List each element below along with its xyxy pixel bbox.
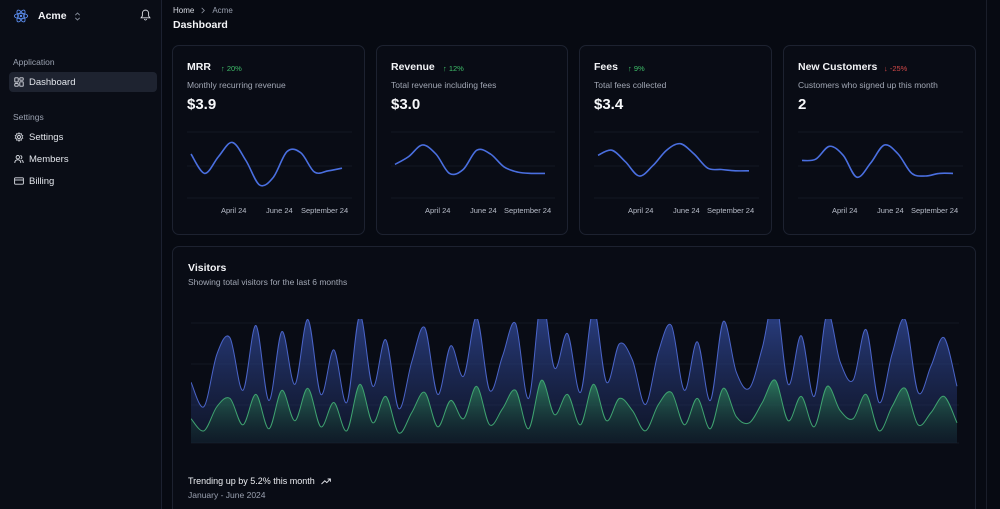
card-value: $3.9 [187,96,217,113]
change-value: 20% [226,64,242,73]
users-icon [14,155,24,164]
revenue-sparkline [391,131,555,199]
sidebar-item-settings[interactable]: Settings [9,127,157,147]
series-line [190,141,343,187]
sidebar-item-label: Settings [29,131,64,143]
trending-up-icon [320,478,331,484]
card-title: MRR [187,61,211,73]
x-tick-label: September 24 [911,206,959,215]
page-edge-divider [986,0,987,509]
credit-card-icon [14,177,24,185]
sidebar-item-label: Dashboard [29,76,76,88]
new-customers-sparkline [798,131,963,199]
change-badge: ↑ 20% [221,64,242,73]
page-title: Dashboard [173,19,228,31]
x-tick-label: April 24 [832,206,858,215]
change-badge: ↑ 9% [628,64,645,73]
fees-sparkline [594,131,759,199]
card-description: Total fees collected [594,80,667,90]
sidebar-item-label: Billing [29,175,55,187]
sidebar-item-billing[interactable]: Billing [9,171,157,191]
series-line [394,144,546,176]
chevron-right-icon [201,7,206,14]
new-customers-card: New Customers ↓ -25% Customers who signe… [783,45,976,235]
change-value: 9% [633,64,645,73]
visitors-card: Visitors Showing total visitors for the … [172,246,976,509]
section-label-application: Application [13,57,55,67]
visitors-area-chart [191,319,959,444]
gear-icon [14,132,24,142]
change-value: 12% [448,64,464,73]
change-badge: ↓ -25% [884,64,908,73]
fees-card: Fees ↑ 9% Total fees collected $3.4 Apri… [579,45,772,235]
series-line [801,143,954,179]
bell-icon[interactable] [140,9,151,21]
card-title: New Customers [798,61,878,73]
x-tick-label: April 24 [425,206,451,215]
card-value: $3.0 [391,96,421,113]
brand-name: Acme [38,10,67,22]
card-title: Revenue [391,61,435,73]
change-badge: ↑ 12% [443,64,464,73]
trend-summary: Trending up by 5.2% this month [188,476,331,486]
x-tick-label: September 24 [301,206,349,215]
line-mobile [191,379,958,434]
card-value: $3.4 [594,96,624,113]
x-tick-label: September 24 [707,206,755,215]
sidebar-item-members[interactable]: Members [9,149,157,169]
x-tick-label: April 24 [628,206,654,215]
x-tick-label: June 24 [266,206,293,215]
card-description: Total revenue including fees [391,80,497,90]
x-tick-label: April 24 [221,206,247,215]
card-description: Showing total visitors for the last 6 mo… [188,277,348,287]
mrr-card: MRR ↑ 20% Monthly recurring revenue $3.9… [172,45,365,235]
date-range: January - June 2024 [188,490,266,500]
x-tick-label: June 24 [877,206,904,215]
revenue-card: Revenue ↑ 12% Total revenue including fe… [376,45,568,235]
card-description: Monthly recurring revenue [187,80,286,90]
dashboard-icon [14,77,24,87]
breadcrumb: Home Acme [173,6,233,15]
sidebar: Acme Application Dashboard Settings Sett… [0,0,162,509]
card-description: Customers who signed up this month [798,80,938,90]
react-logo-icon [13,9,29,23]
x-tick-label: September 24 [504,206,552,215]
chevron-up-down-icon [74,11,80,21]
x-tick-label: June 24 [673,206,700,215]
x-tick-label: June 24 [470,206,497,215]
card-title: Fees [594,61,618,73]
sidebar-item-dashboard[interactable]: Dashboard [9,72,157,92]
team-switcher[interactable]: Acme [13,7,81,25]
sidebar-item-label: Members [29,153,69,165]
card-title: Visitors [188,262,227,274]
mrr-sparkline [187,131,352,199]
card-value: 2 [798,96,807,113]
change-value: -25% [889,64,908,73]
breadcrumb-current: Acme [212,6,233,15]
breadcrumb-home-link[interactable]: Home [173,6,195,15]
section-label-settings: Settings [13,112,44,122]
trend-text: Trending up by 5.2% this month [188,476,315,486]
line-desktop [191,319,958,410]
series-line [597,142,750,177]
